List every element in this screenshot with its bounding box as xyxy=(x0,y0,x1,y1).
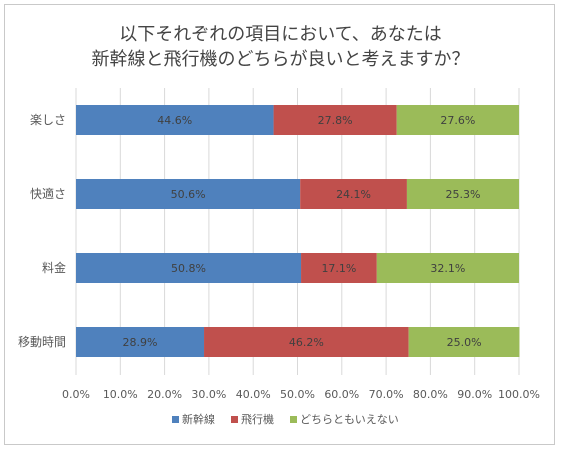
x-tick-label: 20.0% xyxy=(147,388,182,401)
data-label: 50.8% xyxy=(171,262,206,275)
data-label: 27.6% xyxy=(440,114,475,127)
bar-segment xyxy=(76,327,205,357)
bar-segment xyxy=(376,253,519,283)
data-label: 27.8% xyxy=(318,114,353,127)
chart-title-line-2: 新幹線と飛行機のどちらが良いと考えますか？ xyxy=(91,49,470,70)
bar-segment xyxy=(273,105,397,135)
category-label: 快適さ xyxy=(30,186,66,201)
bar-segment xyxy=(301,253,377,283)
legend-label: 新幹線 xyxy=(182,412,215,426)
bar-segment xyxy=(300,179,407,209)
data-label: 17.1% xyxy=(321,262,356,275)
data-label: 25.3% xyxy=(445,188,480,201)
x-tick-label: 30.0% xyxy=(191,388,226,401)
x-tick-label: 100.0% xyxy=(498,388,540,401)
bar-segment xyxy=(76,253,302,283)
data-label: 44.6% xyxy=(157,114,192,127)
bar-segment xyxy=(396,105,519,135)
x-tick-label: 60.0% xyxy=(324,388,359,401)
category-label: 楽しさ xyxy=(30,113,66,127)
x-tick-label: 90.0% xyxy=(457,388,492,401)
data-label: 46.2% xyxy=(289,336,324,349)
data-label: 25.0% xyxy=(447,336,482,349)
data-label: 50.6% xyxy=(171,188,206,201)
bar-segment xyxy=(76,105,274,135)
data-label: 24.1% xyxy=(336,188,371,201)
x-tick-label: 40.0% xyxy=(236,388,271,401)
x-tick-label: 0.0% xyxy=(62,388,90,401)
bar-segment xyxy=(204,327,409,357)
bar-segment xyxy=(406,179,519,209)
legend-swatch xyxy=(172,416,179,423)
legend-swatch xyxy=(290,416,297,423)
x-tick-label: 80.0% xyxy=(413,388,448,401)
category-label: 移動時間 xyxy=(18,335,66,349)
x-tick-label: 10.0% xyxy=(103,388,138,401)
legend-swatch xyxy=(231,416,238,423)
data-label: 28.9% xyxy=(123,336,158,349)
bar-segment xyxy=(76,179,301,209)
data-label: 32.1% xyxy=(430,262,465,275)
legend-label: 飛行機 xyxy=(241,412,274,426)
x-tick-label: 70.0% xyxy=(369,388,404,401)
chart-title-line-1: 以下それぞれの項目において、あなたは xyxy=(119,24,442,45)
legend-label: どちらともいえない xyxy=(300,413,399,426)
bar-segment xyxy=(408,327,520,357)
category-label: 料金 xyxy=(42,260,66,275)
x-tick-label: 50.0% xyxy=(280,388,315,401)
chart-frame xyxy=(4,4,555,445)
